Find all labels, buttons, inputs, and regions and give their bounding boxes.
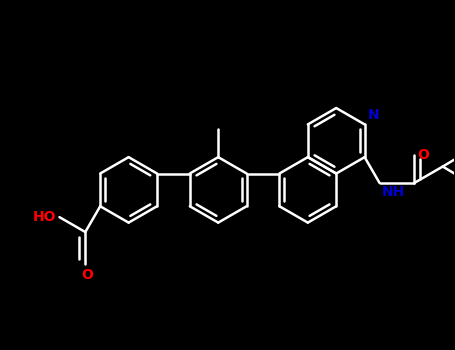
Text: O: O: [417, 148, 429, 162]
Text: NH: NH: [382, 185, 405, 199]
Text: O: O: [81, 268, 93, 282]
Text: N: N: [368, 108, 379, 122]
Text: HO: HO: [33, 210, 56, 224]
